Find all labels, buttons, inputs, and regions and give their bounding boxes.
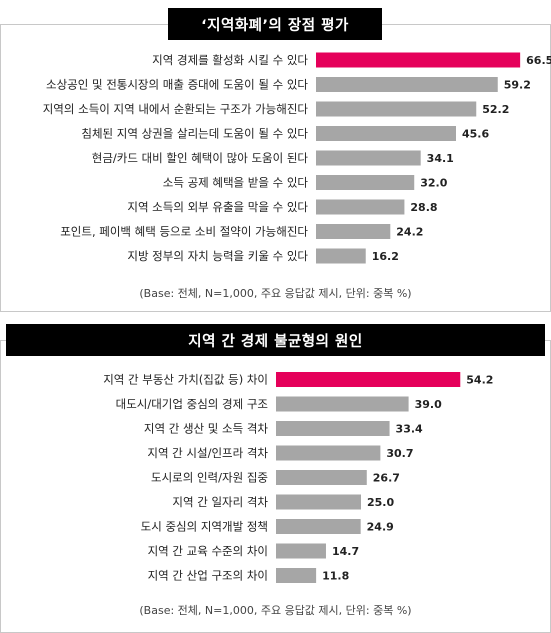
bar	[316, 150, 421, 166]
bar	[316, 175, 415, 190]
value-label: 26.7	[373, 472, 400, 485]
value-label: 14.7	[332, 545, 359, 558]
bar-highlight	[316, 52, 521, 68]
category-label: 지역의 소득이 지역 내에서 순환되는 구조가 가능해진다	[43, 102, 309, 116]
category-label: 지역 간 부동산 가치(집값 등) 차이	[103, 373, 268, 387]
value-label: 54.2	[466, 374, 493, 387]
category-label: 지역 간 일자리 격차	[172, 495, 268, 509]
bar	[276, 421, 390, 436]
value-label: 24.2	[396, 226, 423, 239]
category-label: 지역 간 교육 수준의 차이	[148, 544, 268, 558]
imbalance-causes-bar-chart: 지역 간 부동산 가치(집값 등) 차이 54.2 대도시/대기업 중심의 경제 구…	[103, 372, 493, 583]
category-label: 지역 경제를 활성화 시킬 수 있다	[152, 53, 308, 67]
value-label: 30.7	[386, 447, 413, 460]
bar	[316, 224, 391, 239]
category-label: 지역 간 생산 및 소득 격차	[144, 422, 268, 436]
advantages-bar-chart: 지역 경제를 활성화 시킬 수 있다 66.5 소상공인 및 전통시장의 매출 증대…	[43, 52, 551, 264]
value-label: 34.1	[427, 152, 454, 165]
category-label: 지역 간 시설/인프라 격차	[147, 446, 268, 460]
category-label: 침체된 지역 상권을 살리는데 도움이 될 수 있다	[81, 127, 308, 141]
value-label: 25.0	[367, 496, 394, 509]
category-label: 지역 간 산업 구조의 차이	[148, 569, 268, 583]
imbalance-causes-chart-panel: 지역 간 경제 불균형의 원인 지역 간 부동산 가치(집값 등) 차이 54.2…	[0, 316, 551, 633]
bar	[316, 248, 366, 264]
value-label: 45.6	[462, 128, 489, 141]
chart-title: ‘지역화폐’의 장점 평가	[168, 8, 382, 40]
category-label: 도시로의 인력/자원 집중	[151, 471, 268, 485]
category-label: 대도시/대기업 중심의 경제 구조	[116, 397, 268, 411]
category-label: 현금/카드 대비 할인 혜택이 많아 도움이 된다	[92, 151, 309, 165]
advantages-chart-panel: ‘지역화폐’의 장점 평가 지역 경제를 활성화 시킬 수 있다 66.5 소상공인…	[0, 0, 551, 312]
value-label: 11.8	[322, 570, 349, 583]
value-label: 24.9	[367, 521, 394, 534]
category-label: 소득 공제 혜택을 받을 수 있다	[163, 176, 309, 190]
category-label: 소상공인 및 전통시장의 매출 증대에 도움이 될 수 있다	[46, 78, 308, 92]
bar	[276, 543, 326, 559]
base-note: (Base: 전체, N=1,000, 주요 응답값 제시, 단위: 중복 %)	[139, 604, 412, 617]
bar	[276, 494, 361, 510]
bar	[316, 199, 405, 215]
bar	[276, 568, 317, 583]
bar-highlight	[276, 372, 461, 387]
base-note: (Base: 전체, N=1,000, 주요 응답값 제시, 단위: 중복 %)	[139, 287, 412, 300]
category-label: 지역 소득의 외부 유출을 막을 수 있다	[127, 200, 308, 214]
value-label: 39.0	[415, 398, 442, 411]
value-label: 59.2	[504, 79, 531, 92]
bar	[276, 470, 367, 485]
category-label: 도시 중심의 지역개발 정책	[141, 520, 268, 534]
value-label: 52.2	[482, 103, 509, 116]
bar	[276, 396, 409, 412]
value-label: 16.2	[372, 250, 399, 263]
bar	[316, 126, 456, 141]
bar	[276, 519, 361, 534]
bar	[316, 101, 477, 117]
value-label: 66.5	[526, 54, 551, 67]
category-label: 포인트, 페이백 혜택 등으로 소비 절약이 가능해진다	[60, 225, 308, 239]
bar	[316, 77, 498, 92]
value-label: 28.8	[410, 201, 437, 214]
value-label: 33.4	[396, 423, 423, 436]
value-label: 32.0	[420, 177, 447, 190]
bar	[276, 445, 381, 461]
chart-title: 지역 간 경제 불균형의 원인	[6, 324, 545, 356]
category-label: 지방 정부의 자치 능력을 키울 수 있다	[127, 249, 308, 263]
